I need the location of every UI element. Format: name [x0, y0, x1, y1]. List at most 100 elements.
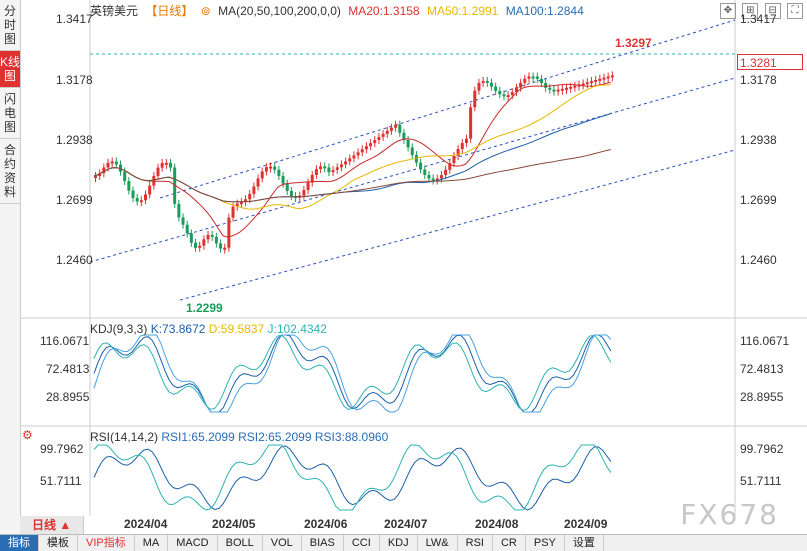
tab-cci[interactable]: CCI — [344, 535, 380, 551]
crosshair-icon[interactable]: ✥ — [719, 3, 736, 19]
candle-body — [327, 167, 331, 173]
period-button[interactable]: 日线 ▲ — [20, 516, 84, 534]
candle-body — [339, 164, 343, 168]
candle-body — [214, 236, 218, 244]
high-price-label: 1.3297 — [615, 36, 652, 50]
symbol-name: 英镑美元 — [90, 4, 139, 18]
settings-icon[interactable]: ⊚ — [200, 4, 211, 18]
tab-boll[interactable]: BOLL — [218, 535, 263, 551]
kdj-d-line — [93, 334, 612, 412]
candle-body — [527, 76, 531, 79]
tab-bias[interactable]: BIAS — [302, 535, 344, 551]
rsi-settings-icon[interactable]: ⚙ — [22, 428, 33, 442]
candle-body — [148, 185, 152, 195]
candle-body — [219, 243, 223, 249]
candle-body — [364, 146, 368, 150]
watermark: FX678 — [680, 498, 779, 531]
ma50-value: MA50:1.2991 — [426, 4, 499, 18]
tab-lw[interactable]: LW& — [418, 535, 458, 551]
ma-params: MA(20,50,100,200,0,0) — [218, 4, 341, 18]
rsi-axis-label-right: 99.7962 — [740, 442, 784, 456]
tab-template[interactable]: 模板 — [39, 535, 78, 551]
tab-indicators[interactable]: 指标 — [0, 535, 39, 551]
ma200-line — [93, 149, 611, 203]
tab-vol[interactable]: VOL — [263, 535, 302, 551]
chart-area[interactable]: 英镑美元 【日线】 ⊚ MA(20,50,100,200,0,0) MA20:1… — [20, 0, 807, 534]
tab-flash[interactable]: 闪电图 — [0, 88, 20, 139]
tab-macd[interactable]: MACD — [168, 535, 218, 551]
candle-body — [106, 162, 110, 168]
candle-body — [135, 198, 139, 202]
tab-timeshare[interactable]: 分时图 — [0, 0, 20, 51]
candle-body — [319, 166, 323, 170]
candle-body — [177, 203, 181, 218]
kdj-axis-label-right: 72.4813 — [740, 362, 784, 376]
candle-body — [589, 81, 593, 84]
chart-toolbar: ✥ ⊞ ⊟ ⛶ — [717, 2, 803, 19]
tab-ma[interactable]: MA — [135, 535, 169, 551]
candle-body — [427, 174, 431, 179]
tab-settings[interactable]: 设置 — [565, 535, 604, 551]
candle-body — [227, 217, 231, 248]
price-axis-label-right: 1.3178 — [740, 73, 777, 87]
candle-body — [164, 162, 168, 165]
candle-body — [431, 178, 435, 181]
candle-body — [477, 82, 481, 91]
date-label: 2024/04 — [124, 517, 168, 531]
candle-body — [202, 239, 206, 246]
candle-body — [489, 82, 493, 87]
date-label: 2024/07 — [384, 517, 428, 531]
candle-body — [398, 124, 402, 133]
price-axis-label: 1.2460 — [56, 253, 93, 267]
candle-body — [123, 171, 127, 182]
kdj-axis-label-right: 28.8955 — [740, 390, 784, 404]
candle-body — [323, 166, 327, 169]
candle-body — [144, 194, 148, 201]
tab-vip-indicators[interactable]: VIP指标 — [78, 535, 135, 551]
candle-body — [356, 152, 360, 156]
candle-body — [194, 242, 198, 248]
price-axis-label: 1.2699 — [56, 193, 93, 207]
candle-body — [344, 161, 348, 165]
candle-body — [494, 86, 498, 91]
tab-cr[interactable]: CR — [493, 535, 526, 551]
candle-body — [485, 80, 489, 83]
date-label: 2024/05 — [212, 517, 256, 531]
kdj-j: J:102.4342 — [267, 322, 327, 336]
candle-body — [277, 169, 281, 176]
kline-chart-svg[interactable] — [20, 0, 807, 534]
expand-icon[interactable]: ⛶ — [787, 3, 803, 19]
tab-contract-info[interactable]: 合约资料 — [0, 139, 20, 204]
candle-body — [335, 167, 339, 170]
candle-body — [256, 178, 260, 187]
candle-body — [606, 76, 610, 79]
candle-body — [264, 167, 268, 172]
price-axis-label-right: 1.3417 — [740, 12, 777, 26]
kdj-title: KDJ(9,3,3) — [90, 322, 148, 336]
candle-body — [285, 183, 289, 191]
candle-body — [510, 92, 514, 96]
candle-body — [594, 79, 598, 82]
candle-body — [394, 124, 398, 128]
candle-body — [127, 181, 131, 191]
channel-mid-line — [89, 77, 736, 263]
candle-body — [260, 171, 264, 179]
tab-psy[interactable]: PSY — [526, 535, 565, 551]
candle-body — [239, 202, 243, 205]
candle-body — [306, 182, 310, 191]
tab-kline[interactable]: K线图 — [0, 51, 20, 88]
rsi-axis-label: 51.7111 — [40, 474, 82, 488]
candle-body — [448, 163, 452, 170]
date-label: 2024/08 — [475, 517, 519, 531]
tab-rsi[interactable]: RSI — [458, 535, 493, 551]
candle-body — [523, 78, 527, 83]
ma20-line — [93, 81, 611, 238]
tab-kdj[interactable]: KDJ — [380, 535, 418, 551]
low-price-label: 1.2299 — [186, 301, 223, 315]
candle-body — [435, 178, 439, 181]
price-axis-label: 1.3178 — [56, 73, 93, 87]
ma20-value: MA20:1.3158 — [348, 4, 420, 18]
kdj-axis-label-right: 116.0671 — [740, 334, 790, 348]
candle-body — [552, 89, 556, 92]
candle-body — [535, 76, 539, 79]
